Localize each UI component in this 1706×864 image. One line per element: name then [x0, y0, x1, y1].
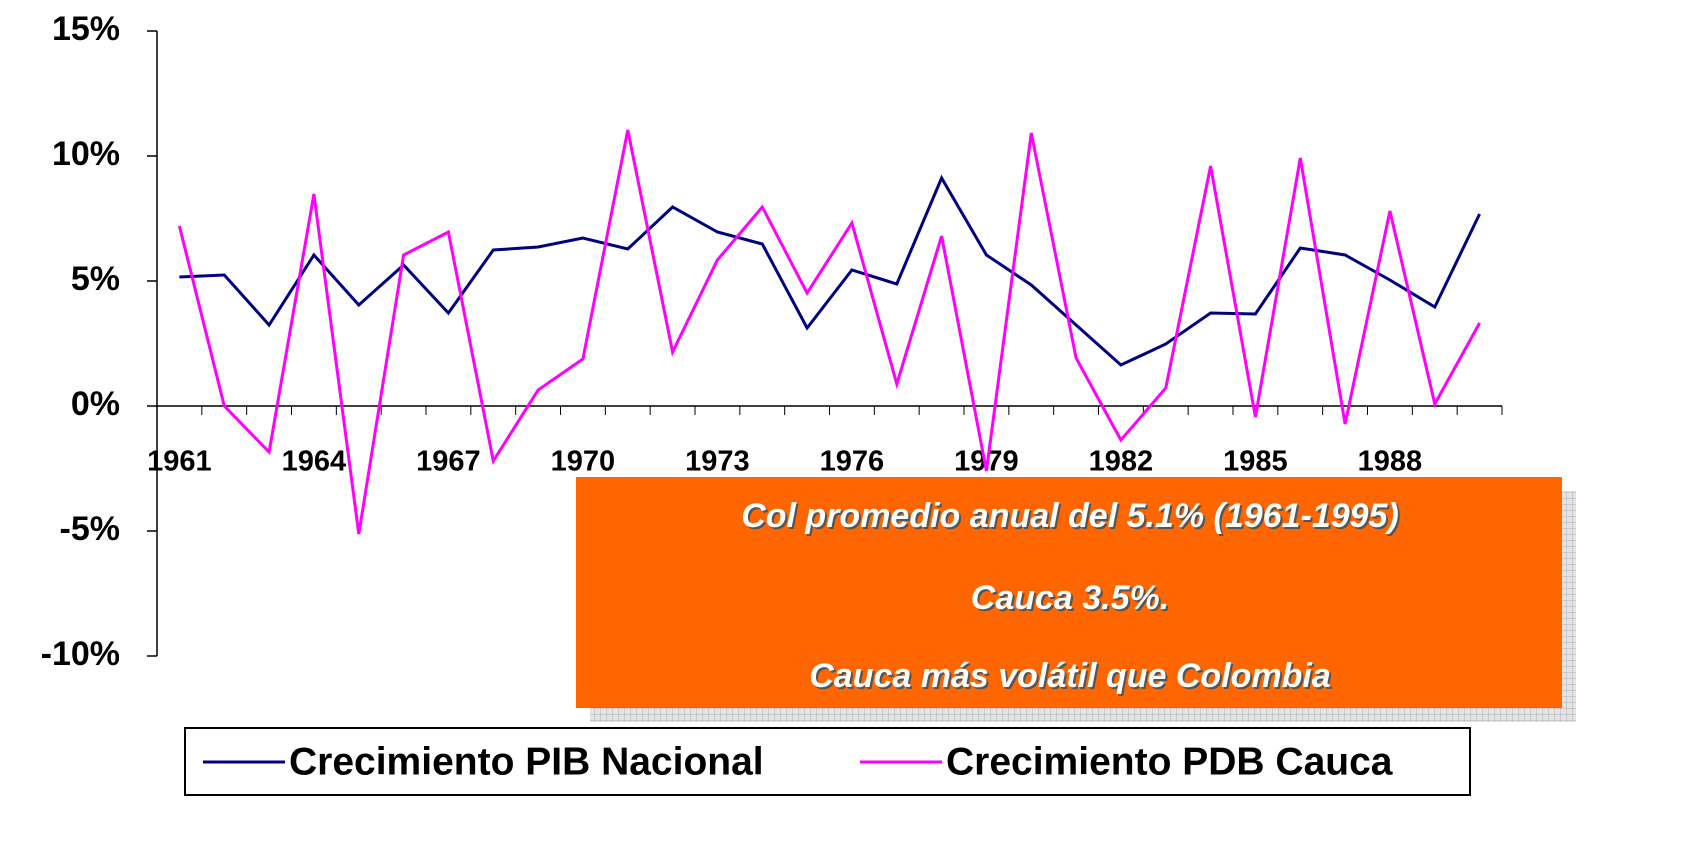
legend-label: Crecimiento PIB Nacional [289, 740, 764, 783]
x-tick-label: 1973 [685, 446, 750, 478]
x-tick-label: 1964 [282, 446, 347, 478]
legend-box [184, 727, 1471, 796]
annotation-text: Cauca 3.5%. [971, 579, 1169, 617]
y-tick-label: 5% [71, 260, 120, 298]
series-line [179, 174, 1481, 367]
annotation-shadow-text: Cauca más volátil que Colombia [811, 659, 1332, 697]
x-tick-label: 1967 [416, 446, 481, 478]
annotation-text: Col promedio anual del 5.1% (1961-1995) [741, 497, 1399, 535]
y-tick-label: 10% [52, 135, 120, 173]
series-line [177, 129, 1481, 535]
annotation-shadow-text: Cauca 3.5%. [973, 581, 1171, 619]
x-tick-label: 1976 [820, 446, 885, 478]
y-tick-label: -5% [60, 510, 120, 548]
annotation-text: Cauca más volátil que Colombia [809, 657, 1330, 695]
y-tick-label: 0% [71, 385, 120, 423]
annotation-box [576, 477, 1562, 708]
y-tick-label: -10% [41, 635, 120, 673]
x-tick-label: 1982 [1089, 446, 1154, 478]
annotation-shadow-text: Col promedio anual del 5.1% (1961-1995) [743, 499, 1401, 537]
x-tick-label: 1985 [1223, 446, 1288, 478]
x-tick-label: 1970 [551, 446, 616, 478]
x-tick-label: 1988 [1358, 446, 1423, 478]
y-tick-label: 15% [52, 10, 120, 48]
x-tick-label: 1961 [147, 446, 212, 478]
legend-label: Crecimiento PDB Cauca [946, 740, 1393, 783]
